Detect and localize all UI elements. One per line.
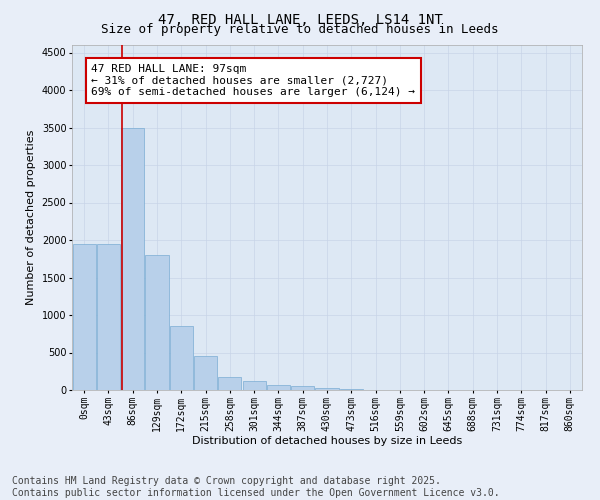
Bar [291,386,314,390]
Bar [121,128,144,390]
Bar [73,244,95,390]
X-axis label: Distribution of detached houses by size in Leeds: Distribution of detached houses by size … [192,436,462,446]
Bar [170,326,193,390]
Bar [97,244,120,390]
Bar [145,255,169,390]
Text: Size of property relative to detached houses in Leeds: Size of property relative to detached ho… [101,22,499,36]
Bar [242,381,266,390]
Text: 47 RED HALL LANE: 97sqm
← 31% of detached houses are smaller (2,727)
69% of semi: 47 RED HALL LANE: 97sqm ← 31% of detache… [91,64,415,97]
Text: Contains HM Land Registry data © Crown copyright and database right 2025.
Contai: Contains HM Land Registry data © Crown c… [12,476,500,498]
Bar [267,385,290,390]
Bar [194,356,217,390]
Bar [316,388,338,390]
Bar [340,389,363,390]
Y-axis label: Number of detached properties: Number of detached properties [26,130,36,305]
Text: 47, RED HALL LANE, LEEDS, LS14 1NT: 47, RED HALL LANE, LEEDS, LS14 1NT [158,12,442,26]
Bar [218,377,241,390]
